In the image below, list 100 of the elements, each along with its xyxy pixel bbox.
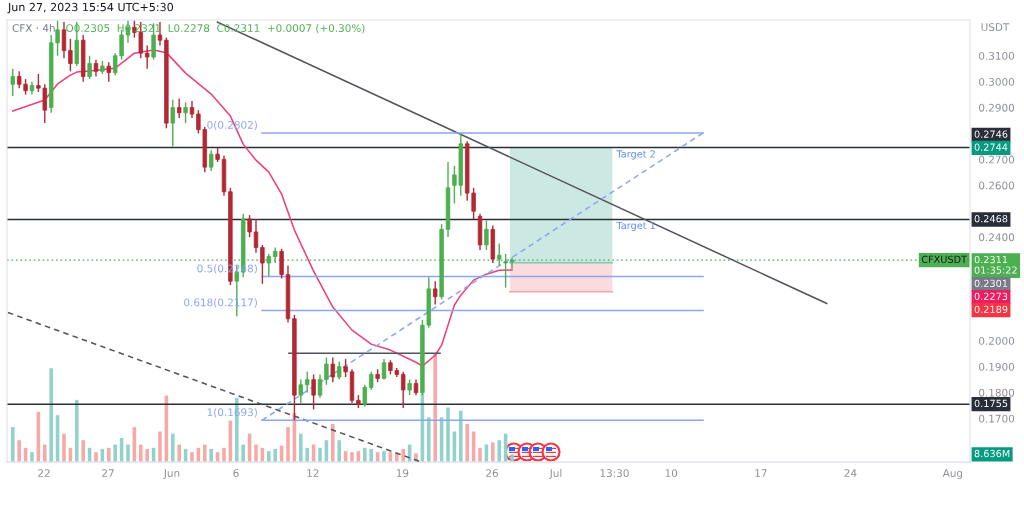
bar: [478, 447, 482, 462]
candlestick: [317, 373, 323, 399]
bar: [318, 447, 322, 462]
candlestick: [260, 244, 265, 285]
candlestick: [324, 356, 329, 386]
bar: [126, 444, 130, 462]
bar: [273, 448, 277, 462]
y-tick-label: 0.1700: [979, 414, 1015, 423]
bar: [222, 447, 226, 462]
bar: [350, 452, 354, 462]
bar: [81, 440, 85, 462]
bar: [401, 448, 405, 462]
bar: [106, 447, 111, 462]
bar: [331, 423, 335, 462]
y-tick-label: 0.2700: [979, 155, 1015, 164]
bar: [241, 444, 245, 462]
candlestick: [183, 101, 188, 124]
bar: [254, 444, 258, 462]
y-tick-label: 0.1900: [979, 362, 1015, 371]
text: 8.636M: [974, 449, 1010, 458]
ref-line-label: 0.2746: [974, 130, 1008, 138]
bar: [158, 431, 162, 462]
candlestick: [343, 358, 348, 378]
candlestick: [368, 371, 374, 391]
bar: [10, 427, 15, 462]
candlestick: [68, 38, 73, 72]
bar: [17, 440, 21, 462]
bar: [145, 448, 149, 462]
bar: [337, 440, 341, 462]
text: 0.2273: [974, 292, 1008, 300]
candlestick: [400, 371, 406, 409]
ref-line-label: 0.1755: [974, 399, 1008, 408]
x-tick-label: Jul: [549, 468, 562, 479]
candlestick: [330, 356, 336, 383]
bar: [446, 407, 450, 462]
x-tick-label: 26: [486, 469, 498, 478]
ref-line-label: 0.2468: [974, 214, 1008, 223]
annotation: CFXUSDT: [921, 255, 968, 263]
bar: [497, 440, 501, 462]
x-tick-label: 12: [307, 469, 319, 477]
bar: [177, 444, 181, 462]
x-tick-label: 27: [102, 469, 114, 477]
bar: [203, 444, 207, 462]
candlestick: [61, 21, 67, 60]
ref-line-label: 0.2311 01:35:22: [974, 255, 1017, 274]
annotation: 0.2744: [974, 143, 1008, 151]
y-tick-label: 0.1800: [979, 388, 1015, 397]
y-tick-label: 0.2600: [979, 181, 1015, 190]
bar: [491, 442, 495, 462]
y-tick-label: 0.3100: [979, 51, 1015, 60]
y-tick-label: 0.2000: [979, 336, 1015, 345]
x-tick-label: 19: [396, 469, 409, 478]
bar: [171, 433, 175, 462]
bar: [74, 399, 79, 462]
text: 0.2189: [974, 305, 1008, 313]
bar: [286, 427, 290, 462]
bar: [138, 444, 143, 462]
bar: [363, 447, 367, 462]
bar: [209, 448, 213, 462]
annotation: Target 1: [616, 221, 655, 231]
candlestick: [170, 99, 175, 148]
candlestick: [298, 378, 304, 404]
candlestick: [362, 384, 368, 408]
candlestick: [144, 44, 150, 70]
candlestick: [208, 149, 214, 172]
bar: [382, 451, 386, 462]
bar: [113, 444, 117, 462]
candlestick: [10, 68, 15, 97]
candlestick: [87, 55, 92, 80]
candlestick: [336, 360, 342, 381]
bar: [49, 368, 53, 462]
bar: [190, 452, 194, 462]
candlestick: [484, 219, 489, 251]
candlestick: [304, 371, 310, 394]
y-tick-label: 0.2400: [979, 233, 1015, 242]
candlestick: [381, 358, 387, 381]
bar: [62, 433, 66, 462]
candlestick: [247, 214, 252, 238]
x-tick-label: Aug: [942, 469, 963, 480]
candlestick: [311, 373, 316, 411]
bar: [305, 447, 309, 462]
y-tick-label: 0.2900: [979, 103, 1015, 112]
bar: [94, 452, 98, 462]
x-tick-label: Jun: [163, 469, 180, 479]
x-tick-label: 6: [233, 469, 239, 478]
bar: [267, 451, 271, 462]
x-tick-label: 17: [755, 469, 767, 477]
x-tick-label: 22: [38, 469, 50, 477]
bar: [433, 353, 437, 462]
y-axis-title: USDT: [981, 23, 1010, 32]
annotation: Target 2: [616, 150, 655, 160]
x-tick-label: 10: [665, 469, 678, 478]
bar: [459, 410, 463, 462]
x-tick-label: 24: [844, 469, 857, 477]
y-tick-label: 0.3000: [979, 77, 1015, 86]
x-tick-label: 13:30: [600, 469, 629, 478]
candlestick: [106, 61, 111, 83]
bar: [299, 433, 303, 462]
candlestick: [279, 248, 284, 280]
bar: [30, 452, 34, 462]
